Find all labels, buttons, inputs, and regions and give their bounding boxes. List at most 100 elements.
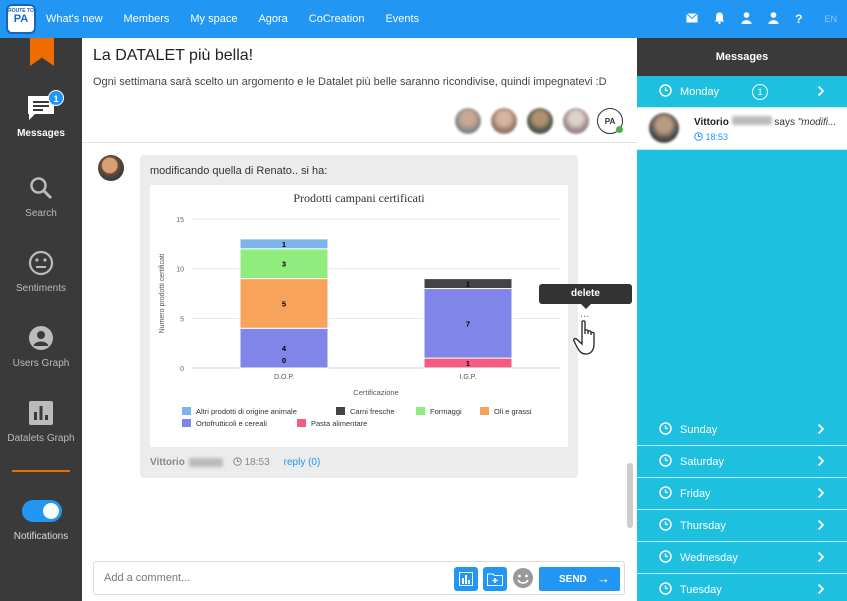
chevron-right-icon: [817, 551, 825, 566]
chevron-right-icon: [817, 519, 825, 534]
x-axis-label: Certificazione: [353, 388, 398, 397]
member-avatar[interactable]: [527, 108, 553, 134]
day-label: Monday: [680, 85, 720, 98]
post-time-text: 18:53: [244, 457, 270, 468]
emoji-icon[interactable]: [512, 567, 534, 589]
clock-icon: [659, 582, 672, 598]
sidebar-item-messages[interactable]: 1 Messages: [0, 90, 82, 139]
nav-link-whats-new[interactable]: What's new: [46, 13, 103, 25]
data-label: 1: [466, 359, 470, 368]
user-icon: [27, 324, 55, 352]
sidebar-divider: [12, 470, 70, 472]
member-avatar[interactable]: [455, 108, 481, 134]
nav-link-agora[interactable]: Agora: [258, 13, 288, 25]
sidebar-item-label: Search: [25, 208, 57, 219]
language-switch[interactable]: EN: [824, 14, 837, 24]
day-tuesday[interactable]: Tuesday: [637, 574, 847, 601]
header-divider: [82, 142, 637, 143]
post-author[interactable]: Vittorio: [150, 457, 185, 468]
sidebar-item-datalets-graph[interactable]: Datalets Graph: [0, 399, 82, 444]
day-sunday[interactable]: Sunday: [637, 414, 847, 446]
messages-icon: [27, 94, 55, 122]
redacted-surname: [188, 458, 223, 467]
sidebar-item-users-graph[interactable]: Users Graph: [0, 324, 82, 369]
chevron-right-icon: [817, 423, 825, 438]
sidebar-item-label: Messages: [17, 128, 65, 139]
message-preview[interactable]: Vittorio says "modifi... 18:53: [637, 108, 847, 150]
bar-segment: [239, 327, 329, 369]
post-meta: Vittorio 18:53 reply (0): [150, 457, 320, 468]
data-label: 0: [282, 356, 286, 365]
y-tick-label: 5: [180, 316, 184, 323]
sidebar-item-sentiments[interactable]: Sentiments: [0, 249, 82, 294]
data-label: 4: [282, 344, 287, 353]
reply-link[interactable]: reply (0): [283, 457, 321, 468]
comment-input[interactable]: [94, 562, 444, 594]
add-datalet-button[interactable]: [454, 567, 478, 591]
left-sidebar: 1 Messages Search Sentiments Users Graph…: [0, 38, 82, 601]
member-avatar[interactable]: [491, 108, 517, 134]
mail-icon[interactable]: [686, 12, 698, 26]
messages-panel-title: Messages: [637, 38, 847, 76]
arrow-right-icon: →: [597, 571, 610, 586]
more-options-button[interactable]: ...: [580, 308, 590, 320]
message-line: Vittorio says "modifi...: [694, 116, 836, 128]
chart-svg: Prodotti campani certificati051015Numero…: [159, 191, 560, 428]
sidebar-item-label: Datalets Graph: [7, 433, 75, 444]
day-label: Friday: [680, 487, 711, 500]
room-title: La DATALET più bella!: [93, 47, 254, 64]
sidebar-item-search[interactable]: Search: [0, 174, 82, 219]
x-tick-label: I.G.P.: [460, 374, 477, 381]
post-time: 18:53: [233, 457, 270, 468]
attach-folder-button[interactable]: [483, 567, 507, 591]
message-author: Vittorio: [694, 117, 729, 128]
data-label: 3: [282, 260, 286, 269]
post-author-avatar[interactable]: [98, 155, 124, 181]
sidebar-item-label: Users Graph: [12, 358, 70, 369]
profile-icon[interactable]: [768, 11, 779, 27]
nav-link-members[interactable]: Members: [123, 13, 170, 25]
day-label: Saturday: [680, 455, 725, 468]
bookmark-icon[interactable]: [30, 38, 54, 66]
bar-segment: [423, 278, 513, 290]
day-monday[interactable]: Monday 1: [637, 76, 847, 108]
day-thursday[interactable]: Thursday: [637, 510, 847, 542]
send-label: SEND: [559, 573, 587, 585]
bar-segment: [239, 278, 329, 329]
message-preview-text: "modifi...: [797, 117, 837, 128]
room-main: La DATALET più bella! Ogni settimana sar…: [82, 38, 637, 601]
datalet-chart[interactable]: Prodotti campani certificati 0 5 10 15 Numero…: [150, 185, 568, 447]
route-to-pa-logo[interactable]: ROUTE TO PA: [6, 4, 36, 34]
bar-segment: [239, 238, 329, 250]
message-time: 18:53: [694, 132, 728, 142]
bell-icon[interactable]: [714, 12, 725, 27]
day-saturday[interactable]: Saturday: [637, 446, 847, 478]
messages-badge: 1: [48, 90, 64, 106]
user-add-icon[interactable]: [741, 11, 752, 27]
comment-composer: SEND →: [93, 561, 625, 595]
bar-segment: [239, 248, 329, 280]
clock-icon: [659, 549, 672, 566]
hand-cursor-icon: [573, 320, 595, 355]
chart-title: Prodotti campani certificati: [293, 191, 425, 205]
nav-link-cocreation[interactable]: CoCreation: [308, 13, 365, 25]
help-icon[interactable]: ?: [795, 12, 803, 26]
send-button[interactable]: SEND →: [539, 567, 620, 591]
legend-swatch: [480, 407, 489, 415]
notifications-label: Notifications: [13, 531, 69, 542]
notifications-toggle[interactable]: [22, 500, 62, 522]
clock-icon: [659, 453, 672, 470]
member-avatar[interactable]: [563, 108, 589, 134]
legend-label: Formaggi: [430, 407, 462, 416]
nav-link-events[interactable]: Events: [385, 13, 420, 25]
face-icon: [27, 249, 55, 277]
scrollbar[interactable]: [627, 463, 633, 528]
message-verb: says: [774, 117, 795, 128]
legend-swatch: [336, 407, 345, 415]
day-wednesday[interactable]: Wednesday: [637, 542, 847, 574]
data-label: 1: [466, 280, 470, 289]
nav-link-my-space[interactable]: My space: [190, 13, 238, 25]
redacted-surname: [731, 116, 772, 125]
route-to-pa-avatar[interactable]: PA: [597, 108, 623, 134]
day-friday[interactable]: Friday: [637, 478, 847, 510]
